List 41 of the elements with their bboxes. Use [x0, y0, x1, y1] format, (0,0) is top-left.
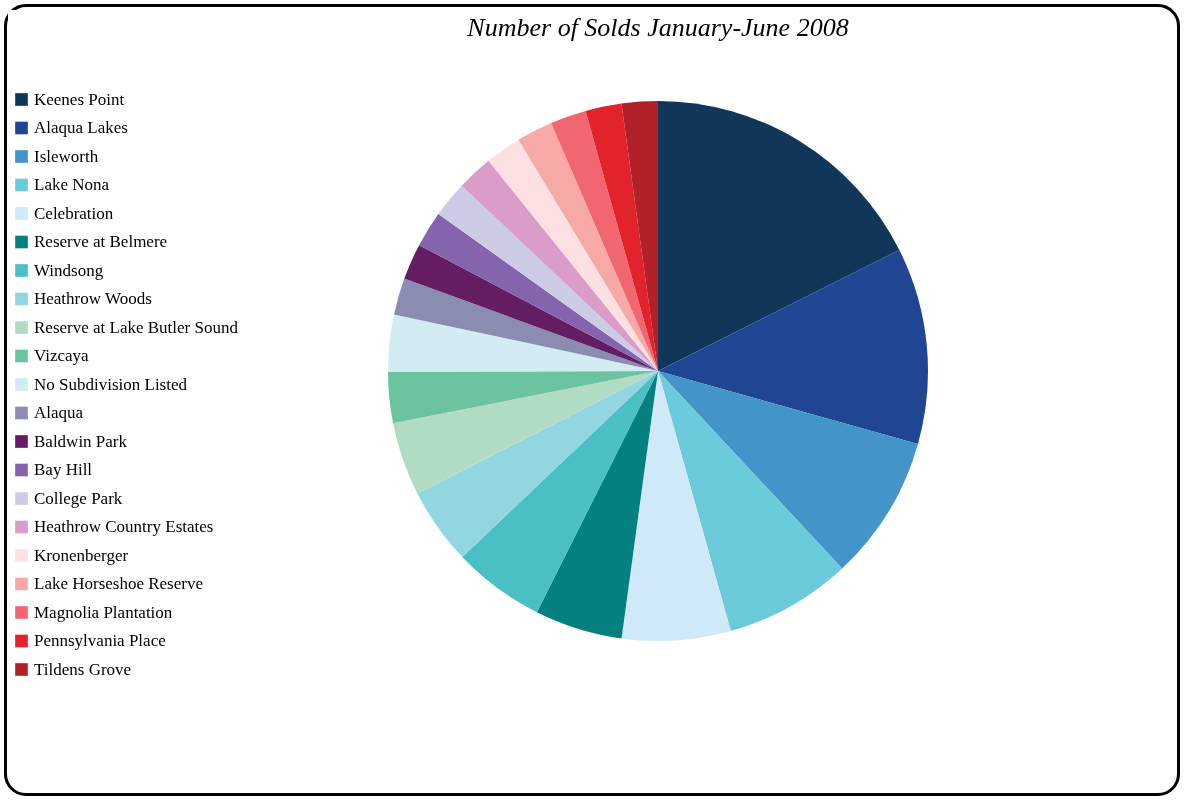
pie-slice [551, 110, 658, 371]
pie-slice [621, 371, 731, 641]
legend-label: Bay Hill [34, 460, 93, 479]
legend-label: Baldwin Park [34, 431, 128, 451]
legend-label: Reserve at Lake Butler Sound [34, 317, 239, 337]
pie-slice [658, 101, 900, 371]
pie-slice [536, 371, 658, 639]
pie-slice [658, 249, 928, 444]
pie-slice [419, 213, 658, 371]
legend-label: Windsong [34, 260, 104, 280]
pie-slice [488, 139, 658, 371]
legend-label: Reserve at Belmere [34, 232, 168, 251]
chart-title: Number of Solds January-June 2008 [466, 13, 849, 42]
pie-slice [393, 278, 658, 371]
pie-slice [518, 123, 658, 371]
legend-label: Magnolia Plantation [34, 602, 173, 622]
pie-slice [388, 314, 658, 372]
legend-label: Tildens Grove [34, 659, 132, 679]
legend-label: Kronenberger [34, 545, 129, 565]
legend-label: Keenes Point [34, 89, 125, 109]
pie-slice [417, 371, 658, 557]
pie-slice [658, 371, 918, 569]
legend-label: Lake Nona [34, 175, 110, 194]
pie-slice [404, 245, 658, 371]
pie-slice [388, 371, 658, 424]
legend-label: Heathrow Woods [34, 289, 152, 308]
legend-label: Alaqua Lakes [34, 118, 128, 137]
legend-label: Celebration [34, 203, 114, 223]
pie-slice [462, 371, 658, 613]
legend-label: Vizcaya [34, 346, 90, 365]
legend-label: Pennsylvania Place [34, 631, 166, 650]
pie-slice [658, 371, 843, 631]
pie-slice [393, 371, 658, 494]
legend-label: Heathrow Country Estates [34, 517, 214, 536]
pie-slice [461, 160, 658, 371]
legend-label: College Park [34, 488, 123, 508]
legend-label: Lake Horseshoe Reserve [34, 574, 203, 593]
legend-label: Isleworth [34, 146, 99, 166]
legend-label: Alaqua [34, 403, 84, 422]
pie-slice [585, 103, 658, 371]
legend-label: No Subdivision Listed [34, 374, 188, 394]
